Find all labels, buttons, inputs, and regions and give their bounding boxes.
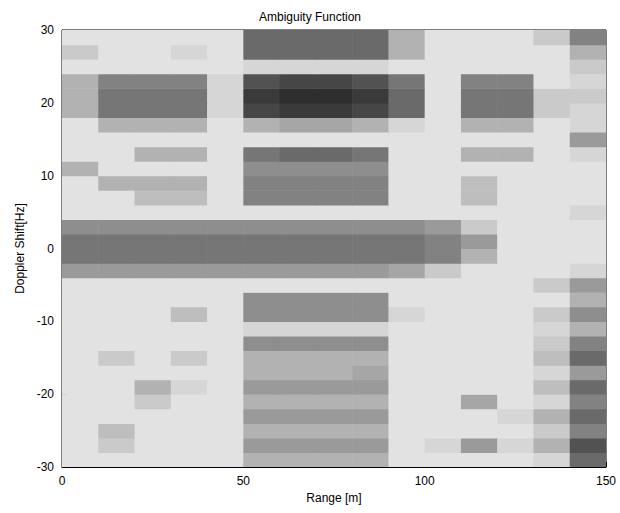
svg-text:Range [m]: Range [m] xyxy=(306,491,361,505)
svg-text:-30: -30 xyxy=(37,460,55,474)
svg-text:Ambiguity Function: Ambiguity Function xyxy=(259,10,361,24)
svg-text:20: 20 xyxy=(41,96,55,110)
svg-text:100: 100 xyxy=(415,474,435,488)
svg-text:150: 150 xyxy=(596,474,616,488)
svg-text:50: 50 xyxy=(237,474,251,488)
svg-text:30: 30 xyxy=(41,23,55,37)
svg-text:-20: -20 xyxy=(37,387,55,401)
svg-text:0: 0 xyxy=(47,242,54,256)
svg-text:0: 0 xyxy=(59,474,66,488)
svg-text:Doppler Shift[Hz]: Doppler Shift[Hz] xyxy=(13,203,27,294)
svg-text:10: 10 xyxy=(41,169,55,183)
svg-text:-10: -10 xyxy=(37,314,55,328)
